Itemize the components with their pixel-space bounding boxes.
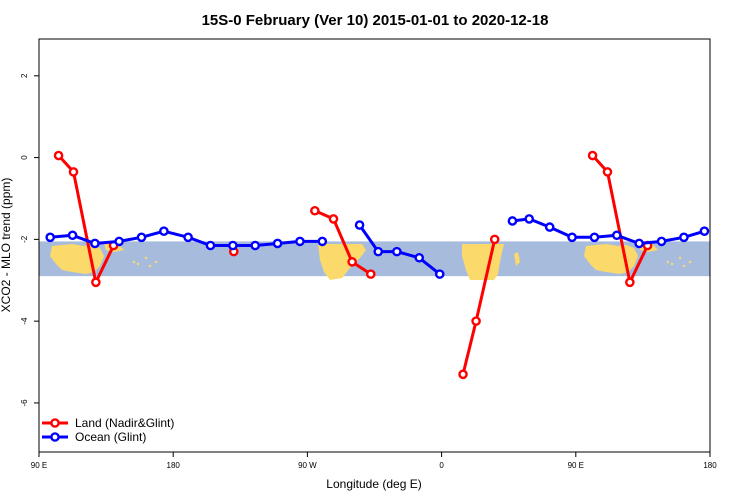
legend-swatch-marker [50,418,60,428]
series-line [57,154,115,284]
data-point [159,226,169,236]
x-tick-label: 0 [439,461,444,470]
y-axis-label: XCO2 - MLO trend (ppm) [0,178,13,313]
x-tick-label: 180 [703,461,717,470]
data-point [524,214,535,224]
data-point [45,232,55,243]
data-point [250,240,261,251]
data-point [625,277,635,288]
x-tick-label: 180 [167,461,181,470]
legend: Land (Nadir&Glint)Ocean (Glint) [42,416,174,444]
plot-frame [38,38,711,453]
axis-ticks: 90 E 180 90 W 0 90 E 180 2 0 -2 -4 -6 [20,73,717,470]
data-point [589,232,600,243]
island [688,260,692,264]
x-tick-label: 90 E [568,461,584,470]
y-tick-label: -6 [20,399,29,407]
data-point [68,167,79,177]
y-tick-label: -2 [20,235,29,243]
data-point [679,232,689,243]
legend-label: Ocean (Glint) [75,430,146,444]
land-mass [462,244,504,280]
series-line [591,154,649,284]
data-point [91,277,101,288]
island [666,260,670,264]
data-point [489,234,500,245]
data-point [471,316,481,326]
series-land [53,150,653,380]
data-point [434,269,445,279]
data-point [136,232,147,243]
data-point [602,167,613,177]
data-point [634,238,644,249]
island [682,264,686,268]
x-axis-label: Longitude (deg E) [326,477,421,491]
data-point [228,240,238,251]
island [136,262,140,266]
island [144,256,148,260]
data-point [183,232,193,243]
data-point [67,230,78,241]
island [678,256,682,260]
series-ocean [45,214,710,279]
data-point [699,226,710,236]
data-point [507,216,518,226]
legend-swatch-marker [50,432,60,442]
x-tick-label: 90 W [298,461,317,470]
data-point [317,236,328,247]
data-point [656,236,667,247]
data-point [328,214,339,224]
series-line [314,209,372,276]
chart-title: 15S-0 February (Ver 10) 2015-01-01 to 20… [202,12,549,29]
data-point [567,232,577,243]
data-point [373,246,384,257]
data-point [544,222,555,232]
y-tick-label: -4 [20,317,29,325]
data-point [310,205,320,216]
land-mass [514,252,520,266]
land-mass [318,244,366,280]
island [132,260,136,264]
series-line [512,217,705,245]
y-tick-label: 0 [20,155,29,160]
data-point [272,238,283,249]
data-point [53,150,64,161]
y-tick-label: 2 [20,73,29,78]
data-point [365,269,376,279]
legend-label: Land (Nadir&Glint) [75,416,174,430]
data-point [347,257,357,267]
data-point [114,236,124,247]
data-point [392,246,402,257]
data-point [90,238,100,249]
data-point [612,230,622,241]
island [670,262,674,266]
data-point [295,236,305,247]
island [148,264,152,268]
data-point [354,220,365,230]
data-point [458,369,468,380]
data-point [205,240,216,251]
data-point [414,252,425,263]
data-point [587,150,598,161]
island [154,260,158,264]
data-series [45,150,710,380]
x-tick-label: 90 E [31,461,47,470]
